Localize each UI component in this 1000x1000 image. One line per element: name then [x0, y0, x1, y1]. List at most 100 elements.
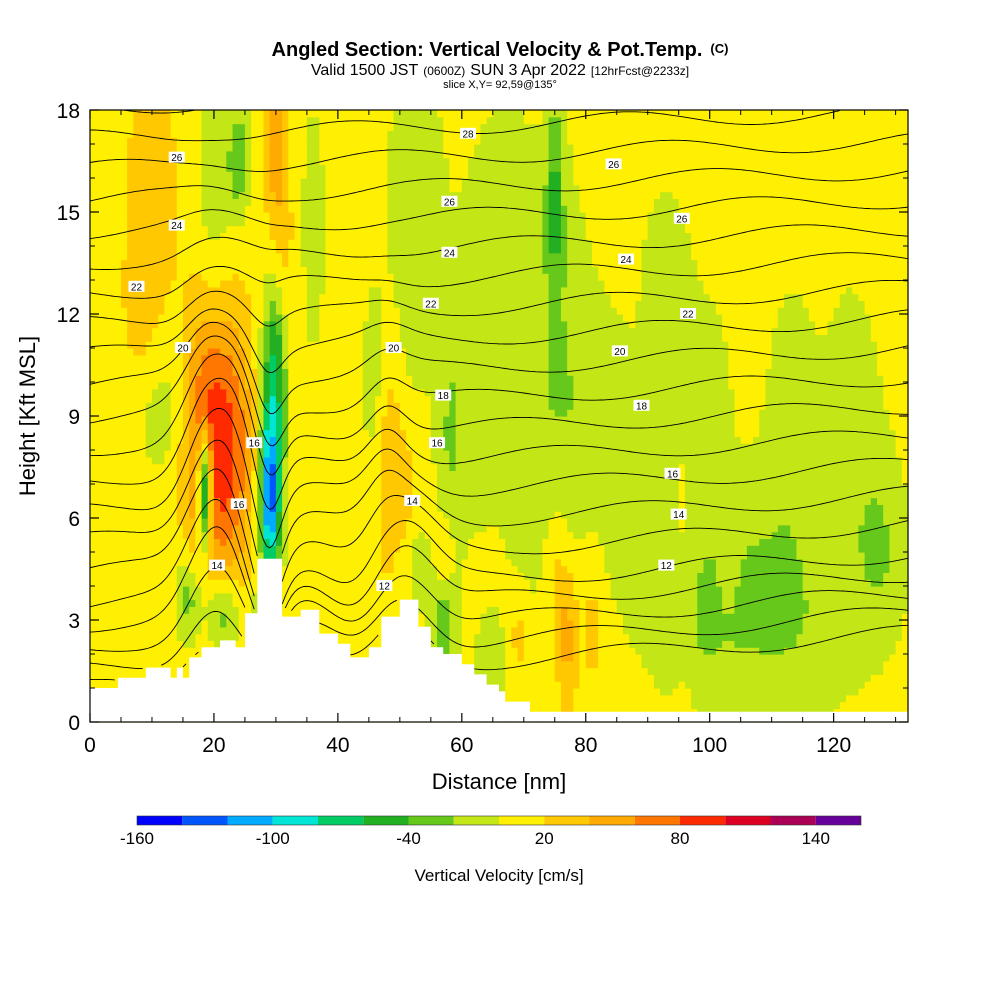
velocity-cell [108, 429, 116, 437]
velocity-cell [127, 361, 134, 369]
velocity-cell [362, 239, 370, 247]
velocity-cell [220, 497, 227, 505]
velocity-cell [158, 382, 165, 390]
velocity-cell [220, 171, 227, 179]
velocity-cell [102, 586, 110, 594]
velocity-cell [424, 361, 432, 369]
velocity-cell [368, 579, 376, 587]
velocity-cell [319, 592, 327, 601]
velocity-cell [195, 314, 203, 322]
velocity-cell [368, 178, 376, 186]
velocity-cell [139, 341, 147, 349]
velocity-cell [108, 280, 116, 288]
velocity-cell [158, 504, 165, 512]
velocity-cell [331, 150, 339, 159]
velocity-cell [350, 524, 358, 533]
velocity-cell [170, 273, 178, 281]
velocity-cell [102, 361, 110, 369]
velocity-cell [406, 552, 413, 560]
velocity-cell [294, 239, 302, 247]
velocity-cell [244, 538, 252, 546]
velocity-cell [251, 606, 258, 614]
velocity-cell [306, 123, 314, 131]
velocity-cell [120, 450, 128, 458]
velocity-cell [406, 280, 413, 288]
velocity-cell [418, 402, 426, 410]
velocity-cell [145, 436, 153, 444]
velocity-cell [331, 354, 339, 363]
velocity-cell [120, 198, 128, 206]
velocity-cell [337, 579, 345, 587]
velocity-cell [313, 110, 320, 118]
velocity-cell [412, 300, 420, 308]
velocity-cell [350, 477, 358, 485]
velocity-cell [102, 341, 110, 349]
velocity-cell [406, 300, 413, 308]
velocity-cell [170, 640, 178, 648]
velocity-cell [120, 307, 128, 315]
velocity-cell [127, 110, 134, 118]
velocity-cell [120, 416, 128, 424]
velocity-cell [164, 382, 172, 390]
velocity-cell [189, 599, 196, 607]
velocity-cell [96, 293, 103, 301]
velocity-cell [90, 592, 97, 601]
velocity-cell [381, 184, 389, 193]
velocity-cell [127, 524, 134, 533]
velocity-cell [139, 212, 147, 220]
velocity-cell [412, 171, 420, 179]
velocity-cell [232, 286, 240, 295]
velocity-cell [133, 463, 141, 471]
velocity-cell [232, 626, 240, 635]
velocity-cell [133, 497, 141, 505]
velocity-cell [158, 164, 165, 172]
velocity-cell [127, 137, 134, 145]
velocity-cell [337, 218, 345, 227]
velocity-cell [108, 620, 116, 628]
velocity-cell [356, 626, 364, 635]
velocity-cell [133, 171, 141, 179]
velocity-cell [201, 545, 209, 553]
velocity-cell [127, 463, 134, 471]
velocity-cell [114, 497, 122, 505]
velocity-cell [108, 382, 116, 390]
velocity-cell [120, 110, 128, 118]
velocity-cell [139, 558, 147, 567]
velocity-cell [300, 402, 308, 410]
velocity-cell [424, 184, 432, 193]
velocity-cell [294, 504, 302, 512]
velocity-cell [362, 198, 370, 206]
velocity-cell [127, 402, 134, 410]
velocity-cell [133, 198, 141, 206]
velocity-cell [269, 205, 277, 213]
velocity-cell [344, 130, 351, 138]
velocity-cell [356, 184, 364, 193]
velocity-cell [282, 511, 289, 519]
velocity-cell [182, 286, 190, 295]
velocity-cell [102, 225, 110, 233]
velocity-cell [306, 314, 314, 322]
velocity-cell [406, 558, 413, 567]
velocity-cell [102, 334, 110, 342]
velocity-cell [282, 280, 289, 288]
velocity-cell [133, 409, 141, 417]
velocity-cell [232, 545, 240, 553]
velocity-cell [114, 545, 122, 553]
velocity-cell [96, 225, 103, 233]
velocity-cell [356, 205, 364, 213]
velocity-cell [182, 558, 190, 567]
velocity-cell [381, 511, 389, 519]
velocity-cell [282, 191, 289, 199]
velocity-cell [120, 456, 128, 465]
velocity-cell [406, 327, 413, 335]
velocity-cell [251, 144, 258, 152]
velocity-cell [145, 150, 153, 159]
velocity-cell [170, 660, 178, 669]
velocity-cell [350, 341, 358, 349]
velocity-cell [201, 402, 209, 410]
velocity-cell [226, 198, 234, 206]
velocity-cell [319, 484, 327, 492]
velocity-cell [139, 191, 147, 199]
velocity-cell [294, 484, 302, 492]
velocity-cell [195, 538, 203, 546]
